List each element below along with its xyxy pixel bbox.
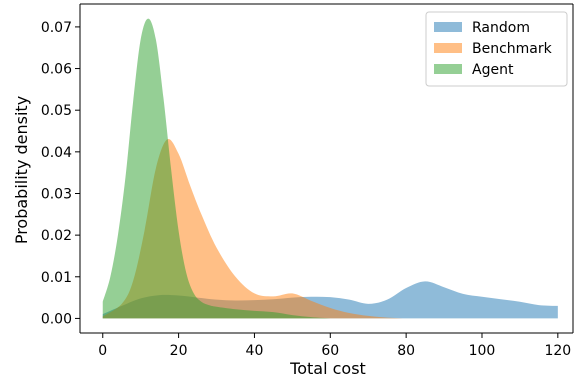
- x-tick-label: 0: [98, 343, 107, 359]
- x-tick-label: 40: [246, 343, 264, 359]
- x-axis-label: Total cost: [289, 359, 366, 378]
- x-tick-label: 20: [170, 343, 188, 359]
- legend-swatch-agent: [434, 64, 462, 74]
- density-area-agent: [102, 18, 331, 319]
- y-tick-label: 0.07: [41, 20, 72, 36]
- y-tick-label: 0.02: [41, 228, 72, 244]
- x-tick-label: 100: [469, 343, 496, 359]
- x-tick-label: 60: [321, 343, 339, 359]
- y-tick-label: 0.03: [41, 186, 72, 202]
- legend-swatch-random: [434, 22, 462, 32]
- y-tick-label: 0.00: [41, 311, 72, 327]
- legend-label-agent: Agent: [472, 62, 514, 78]
- ticks-layer: 0 20 40 60 80 100 120 0.00 0.01 0.02 0.03 0.04 0.05 0…: [41, 20, 571, 359]
- y-axis-label: Probability density: [12, 96, 31, 244]
- x-tick-label: 120: [544, 343, 571, 359]
- y-tick-label: 0.01: [41, 270, 72, 286]
- axes-layer: [79, 3, 574, 334]
- y-tick-label: 0.05: [41, 103, 72, 119]
- legend-swatch-benchmark: [434, 43, 462, 53]
- y-tick-label: 0.06: [41, 62, 72, 78]
- x-tick-label: 80: [397, 343, 415, 359]
- series-layer: [102, 18, 558, 319]
- legend-label-benchmark: Benchmark: [472, 41, 553, 57]
- y-tick-label: 0.04: [41, 145, 72, 161]
- legend-label-random: Random: [472, 20, 530, 36]
- legend: Random Benchmark Agent: [425, 11, 568, 87]
